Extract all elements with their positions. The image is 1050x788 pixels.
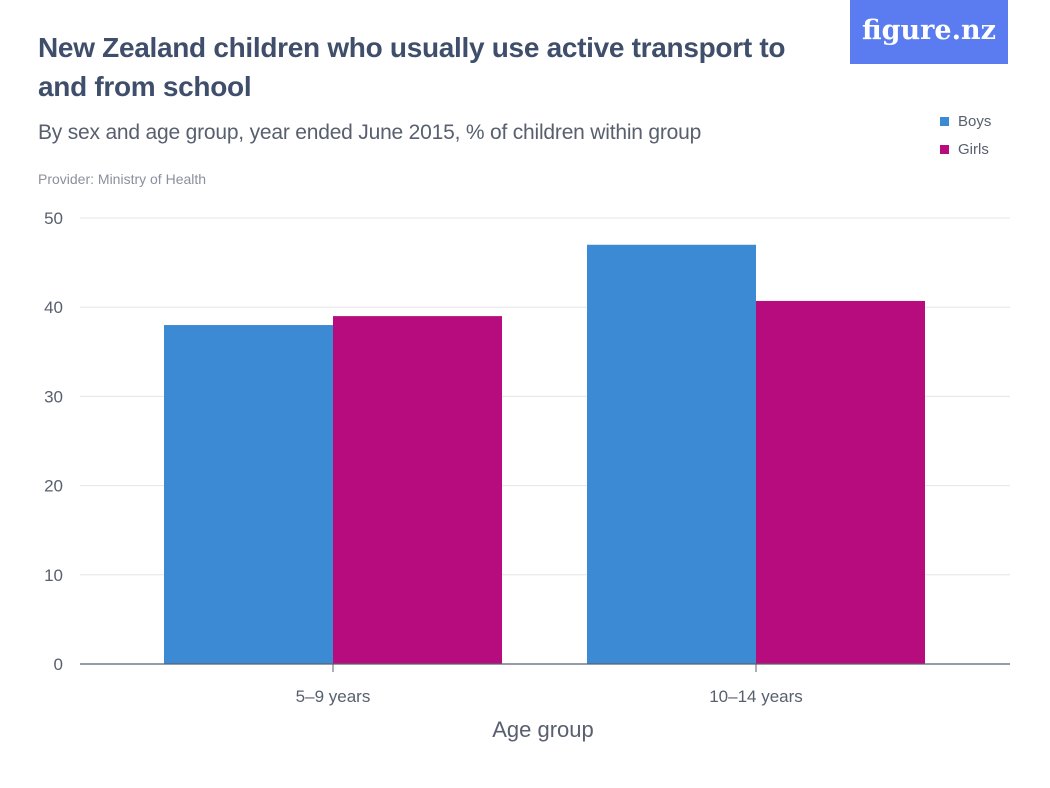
chart-subtitle: By sex and age group, year ended June 20… — [38, 121, 702, 144]
provider-note: Provider: Ministry of Health — [38, 171, 207, 187]
bar-girls-2[interactable] — [756, 300, 925, 664]
legend-label-boys: Boys — [958, 112, 992, 130]
y-tick-label: 0 — [54, 655, 63, 674]
axis-layer: 0 10 20 30 40 50 5–9 years 10–14 years Age group — [44, 209, 1010, 742]
legend-item-boys: Boys — [940, 107, 991, 135]
y-tick-label: 50 — [44, 209, 63, 228]
x-axis-title: Age group — [492, 717, 594, 742]
bar-layer — [164, 244, 925, 664]
chart-legend: Boys Girls — [940, 107, 991, 163]
y-tick-label: 30 — [44, 387, 63, 406]
chart-title: New Zealand children who usually use act… — [38, 32, 786, 102]
bar-boys-2[interactable] — [587, 244, 756, 664]
x-tick-label: 10–14 years — [709, 687, 803, 706]
y-tick-label: 10 — [44, 566, 63, 585]
bar-girls-1[interactable] — [333, 316, 502, 664]
legend-swatch-boys — [940, 116, 949, 126]
legend-swatch-girls — [940, 144, 949, 154]
y-tick-label: 20 — [44, 477, 63, 496]
bar-boys-1[interactable] — [164, 325, 333, 664]
legend-item-girls: Girls — [940, 135, 991, 163]
figure-nz-logo[interactable]: figure.nz — [850, 0, 1008, 64]
y-tick-label: 40 — [44, 298, 63, 317]
legend-label-girls: Girls — [958, 140, 989, 158]
x-tick-label: 5–9 years — [296, 687, 371, 706]
